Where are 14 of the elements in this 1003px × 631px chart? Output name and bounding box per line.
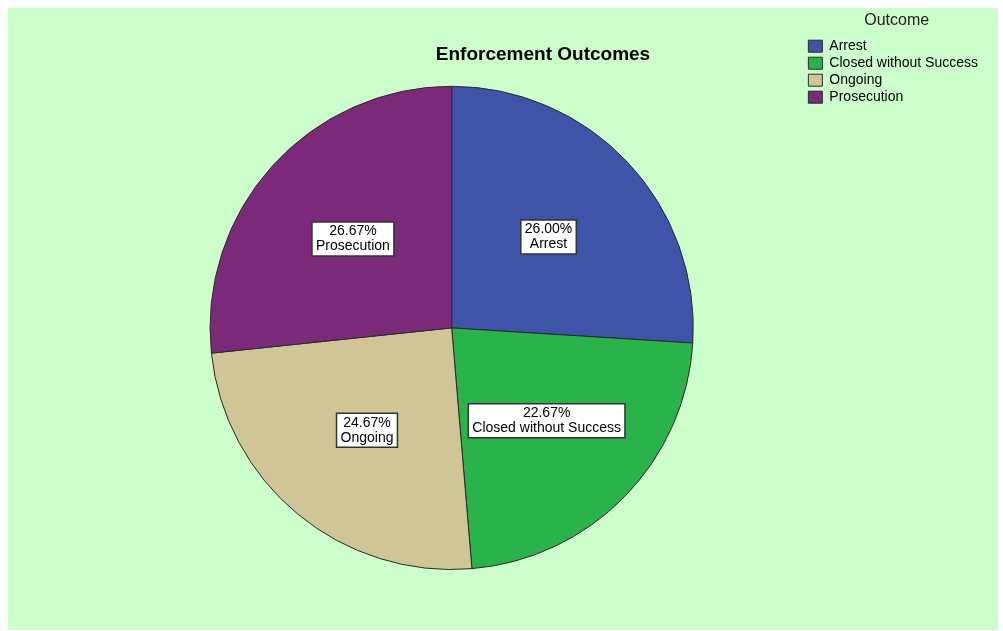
- legend-title: Outcome: [864, 11, 930, 29]
- slice-label: Prosecution: [315, 237, 390, 254]
- slice-label: Closed without Success: [472, 419, 621, 436]
- chart-title: Enforcement Outcomes: [435, 42, 651, 64]
- slice-label: Ongoing: [340, 428, 394, 445]
- slice-label: Arrest: [529, 235, 568, 252]
- data-label: 26.67%: [329, 222, 377, 239]
- legend-label: Arrest: [829, 37, 867, 54]
- data-label: 22.67%: [522, 404, 571, 421]
- legend-label: Prosecution: [829, 88, 904, 105]
- data-label: 24.67%: [343, 413, 391, 430]
- data-label: 26.00%: [524, 220, 573, 237]
- legend-label: Ongoing: [829, 71, 883, 88]
- legend-label: Closed without Success: [829, 54, 979, 71]
